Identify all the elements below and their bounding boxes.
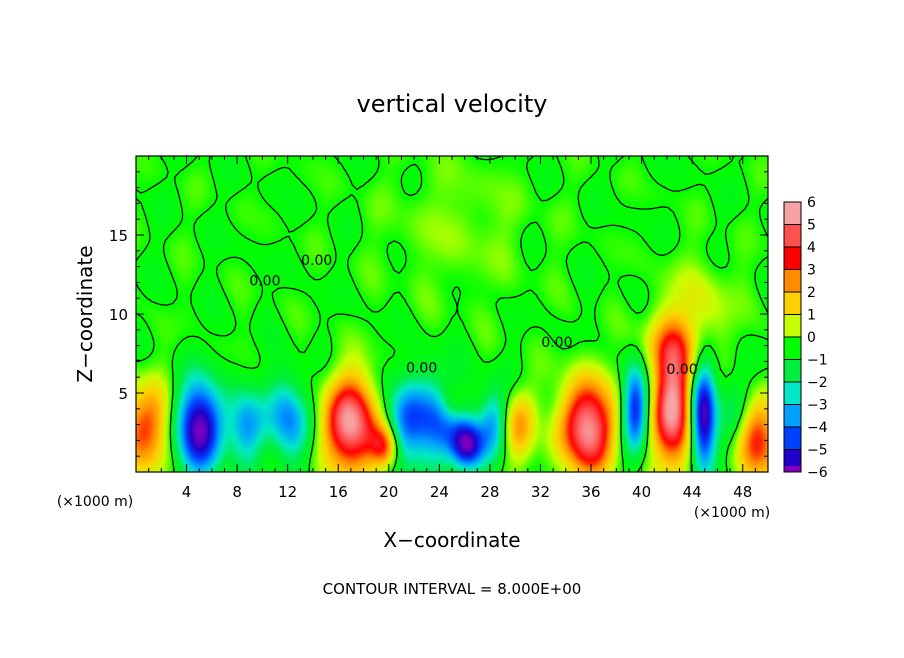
- x-tick-label: 40: [632, 483, 651, 501]
- colorbar-swatch: [784, 292, 801, 315]
- colorbar-label: −3: [807, 398, 828, 414]
- x-unit-left: (×1000 m): [57, 494, 133, 510]
- colorbar-swatch: [784, 269, 801, 292]
- y-tick-label: 15: [109, 227, 128, 245]
- colorbar-label: −2: [807, 375, 828, 391]
- x-tick-label: 20: [379, 483, 398, 501]
- contour-interval-note: CONTOUR INTERVAL = 8.000E+00: [323, 580, 582, 598]
- x-axis-ticks: 4 8 12 16 20 24 28 32 36 40 44 48: [148, 156, 756, 501]
- x-tick-label: 36: [581, 483, 600, 501]
- x-tick-label: 48: [733, 483, 752, 501]
- colorbar-swatch: [784, 382, 801, 405]
- plot-area: 0.00 0.00 0.00 0.00 0.00: [135, 155, 769, 473]
- colorbar-label: −6: [807, 465, 828, 481]
- contour-label: 0.00: [406, 360, 437, 376]
- colorbar-label: −1: [807, 353, 828, 369]
- contour-label: 0.00: [249, 274, 280, 290]
- x-axis-label: X−coordinate: [383, 528, 520, 552]
- colorbar-swatch: [784, 202, 801, 225]
- y-tick-label: 5: [118, 385, 128, 403]
- y-tick-label: 10: [109, 306, 128, 324]
- x-tick-label: 44: [683, 483, 702, 501]
- y-axis-ticks: 5 10 15: [109, 171, 768, 457]
- colorbar-label: 1: [807, 308, 816, 324]
- colorbar: 6 5 4 3 2 1 0 −1 −2 −3 −4 −5 −6: [783, 195, 828, 481]
- colorbar-label: 0: [807, 330, 816, 346]
- colorbar-label: −5: [807, 443, 828, 459]
- x-tick-label: 12: [278, 483, 297, 501]
- colorbar-swatch: [784, 247, 801, 270]
- contour-label: 0.00: [301, 253, 332, 269]
- colorbar-label: 2: [807, 285, 816, 301]
- x-tick-label: 4: [182, 483, 192, 501]
- colorbar-frame: [783, 201, 802, 473]
- colorbar-swatch: [784, 404, 801, 427]
- x-tick-label: 28: [480, 483, 499, 501]
- contour-label: 0.00: [666, 362, 697, 378]
- x-tick-label: 32: [531, 483, 550, 501]
- colorbar-swatch: [784, 337, 801, 360]
- x-tick-label: 16: [329, 483, 348, 501]
- colorbar-swatch: [784, 224, 801, 247]
- colorbar-label: 4: [807, 240, 816, 256]
- x-unit-right: (×1000 m): [694, 505, 770, 521]
- velocity-field: [136, 156, 768, 472]
- colorbar-label: 6: [807, 195, 816, 211]
- y-axis-label: Z−coordinate: [73, 245, 97, 382]
- colorbar-swatch-min: [784, 466, 801, 472]
- colorbar-swatch: [784, 359, 801, 382]
- zero-contours: 0.00 0.00 0.00 0.00 0.00: [135, 155, 769, 473]
- x-tick-label: 8: [232, 483, 242, 501]
- chart-title: vertical velocity: [357, 90, 548, 118]
- contour-label: 0.00: [541, 335, 572, 351]
- colorbar-label: −4: [807, 420, 828, 436]
- colorbar-label: 3: [807, 263, 816, 279]
- x-tick-label: 24: [430, 483, 449, 501]
- colorbar-swatch: [784, 314, 801, 337]
- colorbar-label: 5: [807, 218, 816, 234]
- colorbar-swatch: [784, 427, 801, 450]
